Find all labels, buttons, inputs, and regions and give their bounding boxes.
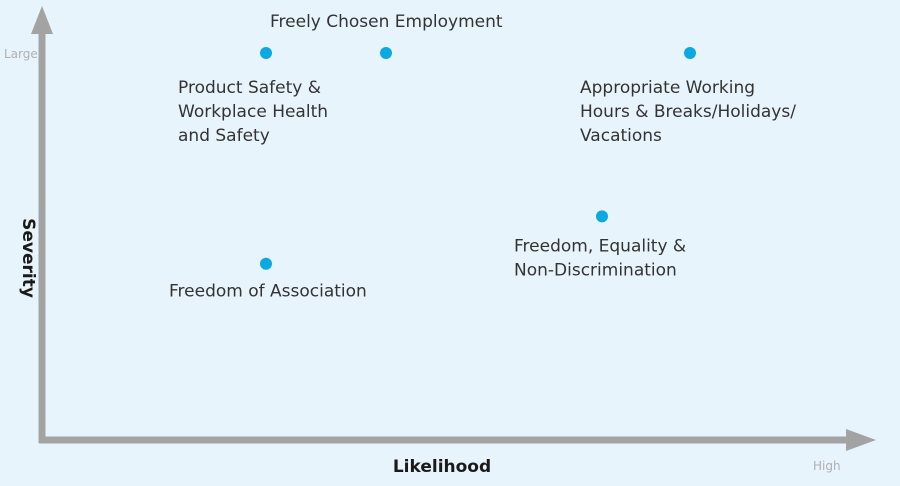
data-point-label: Freely Chosen Employment [270,12,503,32]
data-point-label-line: Freely Chosen Employment [270,12,503,32]
data-point-label-line: Freedom of Association [169,282,367,302]
data-point-label-line: and Safety [178,126,270,146]
data-point [260,257,272,270]
data-point-label-line: Hours & Breaks/Holidays/ [580,102,796,122]
data-point [596,210,608,223]
x-end-label: High [813,459,841,473]
data-point [380,47,392,59]
y-axis-arrowhead [31,6,53,34]
y-axis [31,6,53,443]
data-point-label-line: Appropriate Working [580,78,755,98]
data-point-group: Product Safety & Workplace Health and Safe… [178,47,328,146]
data-point-label: Freedom, Equality & Non-Discrimination [514,236,686,280]
data-point-group: Appropriate Working Hours & Breaks/Holida… [580,47,796,146]
data-point-label-line: Freedom, Equality & [514,236,686,256]
data-point-label: Freedom of Association [169,282,367,302]
data-point [260,47,272,59]
data-point-label: Product Safety & Workplace Health and Safe… [178,78,328,146]
y-axis-title: Severity [18,218,38,298]
data-point-group: Freely Chosen Employment [270,12,503,59]
data-point-group: Freedom of Association [169,257,367,302]
x-axis-arrowhead [846,429,876,451]
data-point-label-line: Workplace Health [178,102,328,122]
data-point-label-line: Non-Discrimination [514,260,677,280]
data-points: Product Safety & Workplace Health and Safe… [169,12,796,302]
data-point-group: Freedom, Equality & Non-Discrimination [514,210,686,280]
data-point-label-line: Vacations [580,126,662,146]
data-point-label: Appropriate Working Hours & Breaks/Holida… [580,78,796,146]
data-point [684,47,696,59]
data-point-label-line: Product Safety & [178,78,321,98]
x-axis [39,429,876,451]
y-end-label: Large [4,47,38,61]
x-axis-title: Likelihood [393,457,491,477]
